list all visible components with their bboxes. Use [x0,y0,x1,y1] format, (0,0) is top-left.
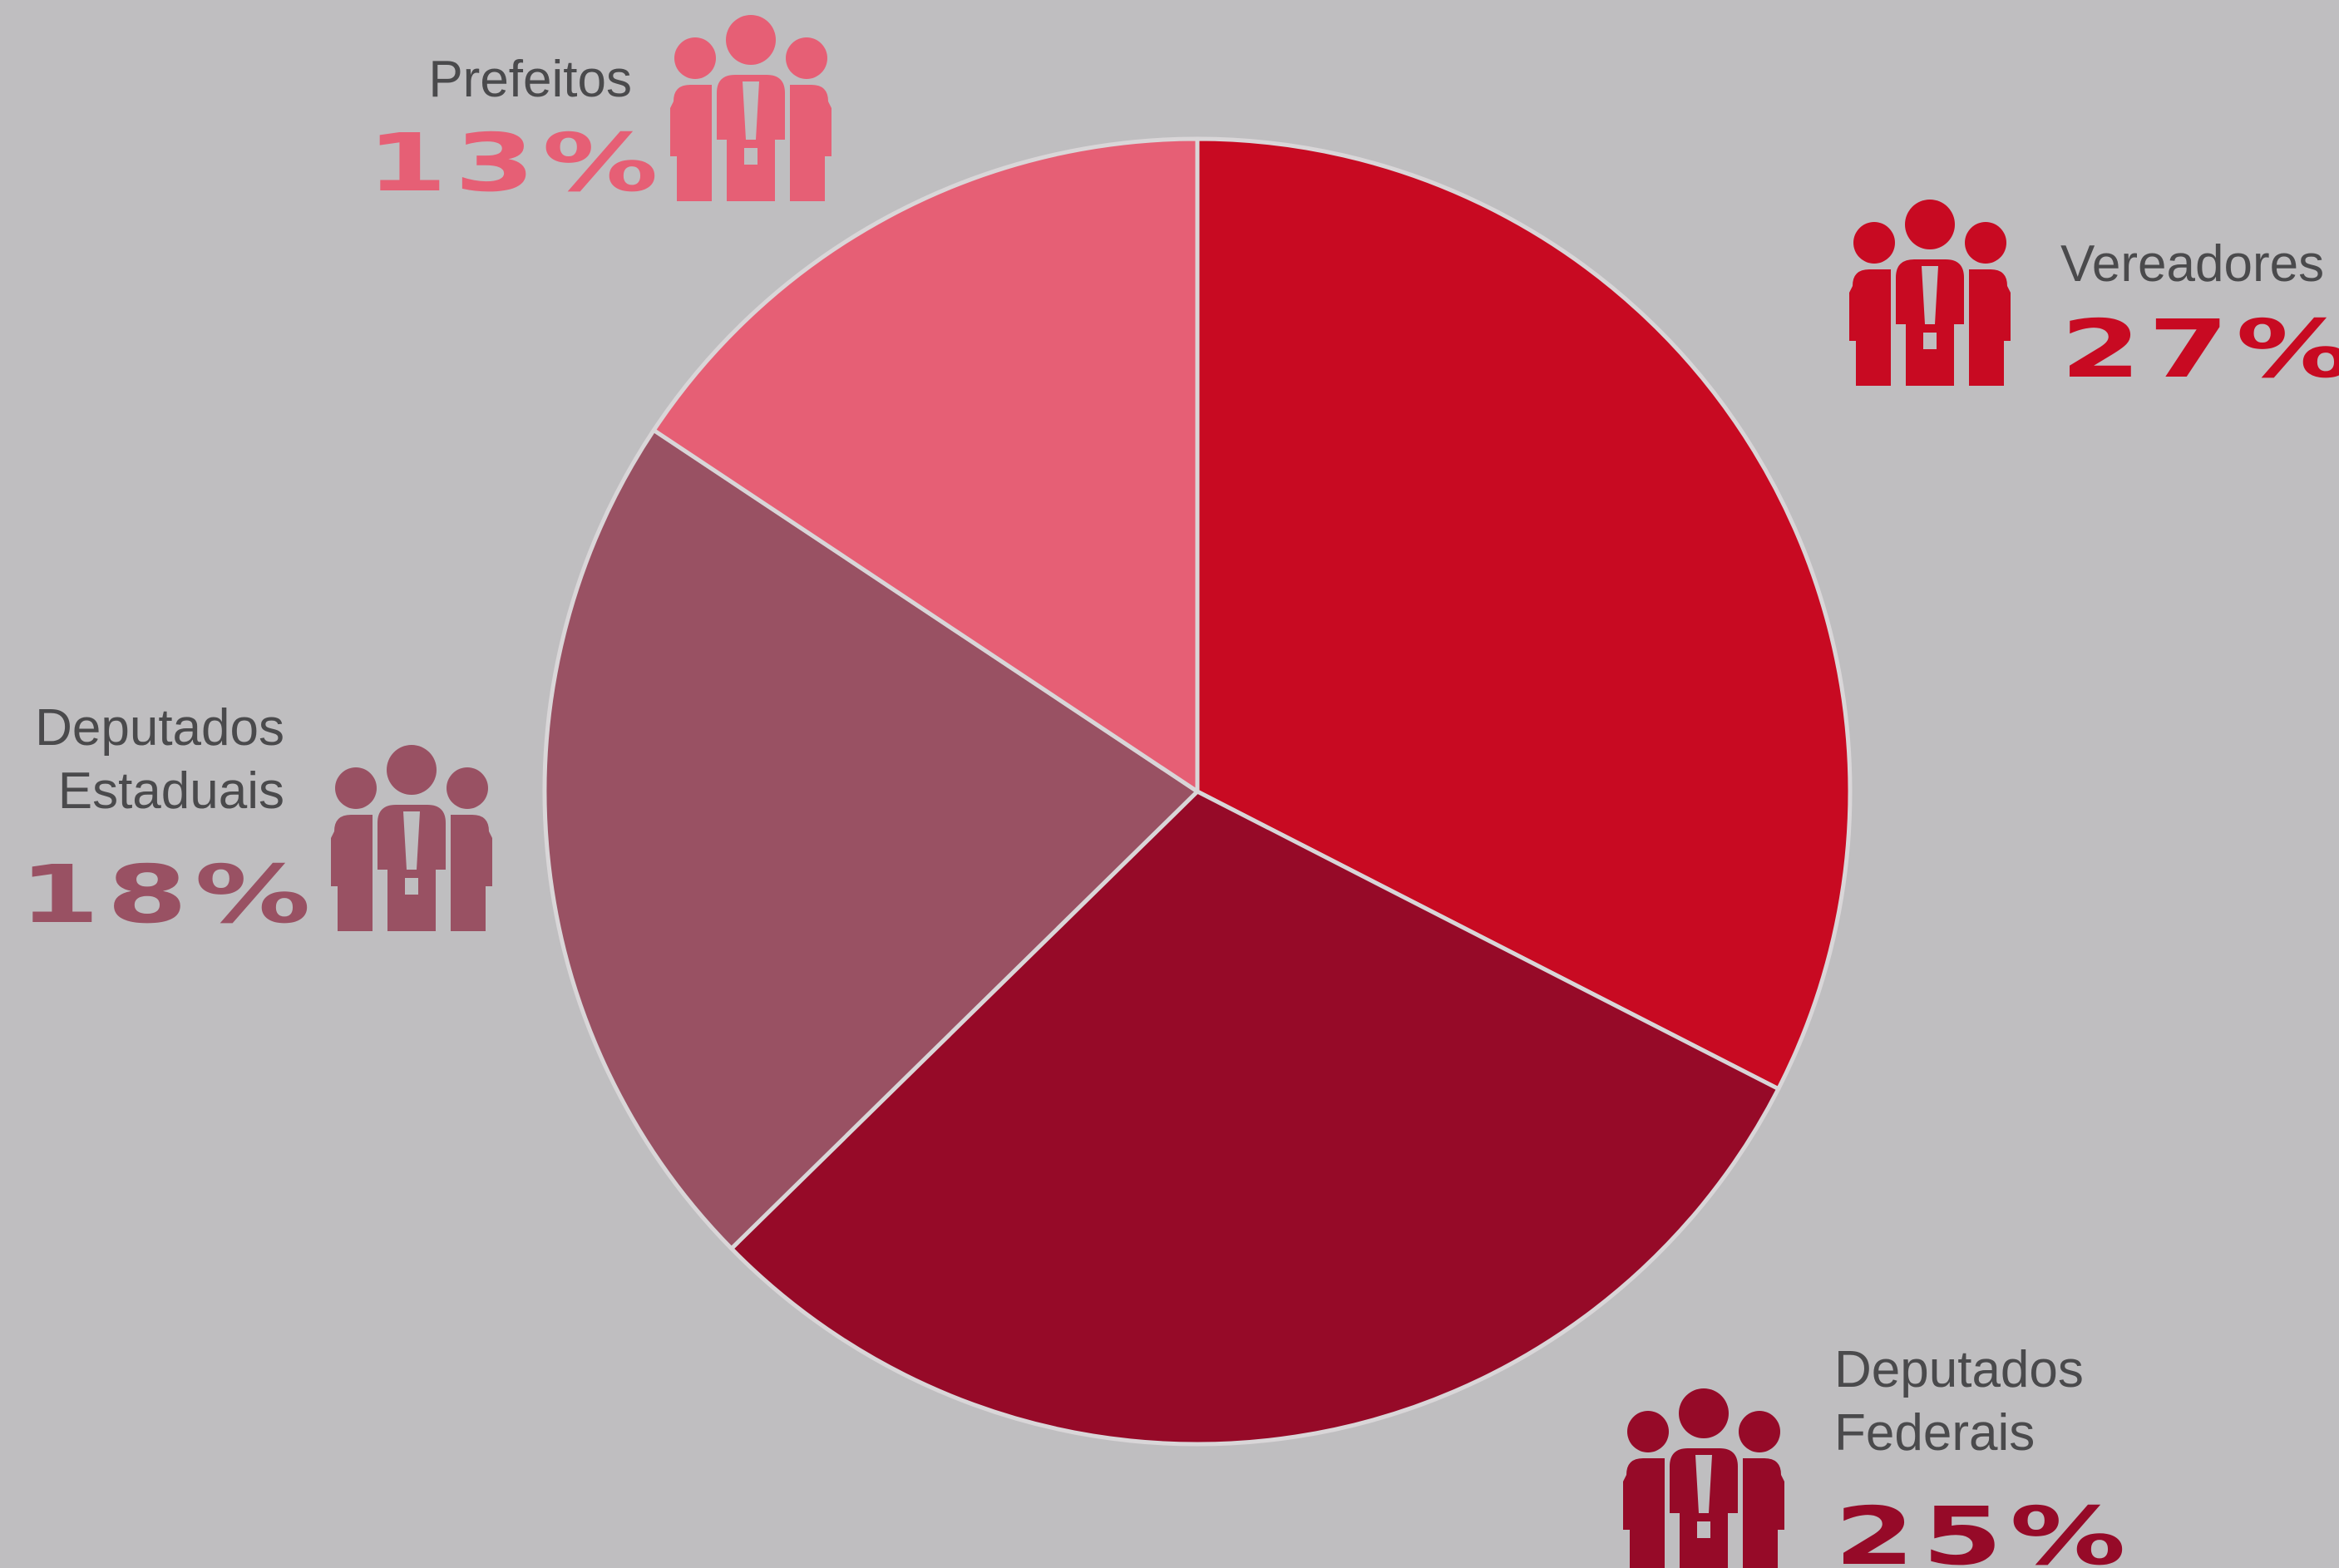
label-estaduais-line2: Estaduais [57,762,284,820]
label-deputados-estaduais: Deputados Estaduais [0,697,284,823]
label-vereadores-name: Vereadores [2060,235,2325,293]
label-estaduais-line1: Deputados [35,699,284,757]
label-deputados-federais: Deputados Federais [1834,1339,2084,1465]
pie-slice-prefeitos [651,136,1200,794]
people-group-icon [670,15,831,201]
label-federais-line1: Deputados [1834,1341,2084,1398]
pie-slice-deputados-federais [729,789,1781,1447]
people-group-icon [1849,200,2011,386]
label-federais-line2: Federais [1834,1404,2036,1462]
pct-federais: 25% [1834,1490,2134,1568]
label-vereadores: Vereadores [2060,233,2324,296]
label-prefeitos: Prefeitos [349,48,632,111]
pct-prefeitos: 13% [367,116,666,210]
label-prefeitos-name: Prefeitos [428,51,632,108]
pie-slice-vereadores [1195,136,1853,1092]
pie-slice-deputados-estaduais [542,427,1200,1251]
people-group-icon [1623,1388,1784,1568]
pct-vereadores: 27% [2060,303,2339,396]
pct-estaduais: 18% [19,848,318,941]
people-group-icon [331,745,492,931]
